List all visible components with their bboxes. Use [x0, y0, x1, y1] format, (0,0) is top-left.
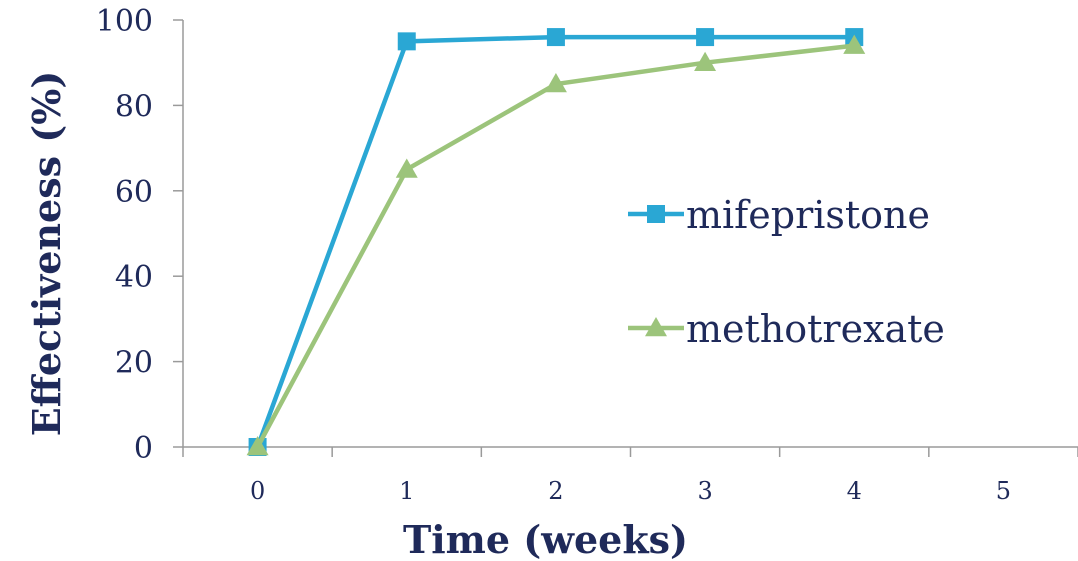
legend-item-methotrexate: methotrexate — [628, 307, 945, 351]
series-mifepristone — [248, 28, 864, 456]
y-tick-label: 80 — [115, 89, 153, 124]
methotrexate-marker — [544, 73, 567, 93]
mifepristone-marker — [546, 28, 565, 47]
axes: 0 20 40 60 80 100 0 1 2 3 4 5 — [96, 4, 1078, 505]
methotrexate-line — [255, 43, 855, 449]
x-axis-title: Time (weeks) — [403, 517, 688, 561]
series-methotrexate — [246, 34, 866, 456]
legend-label: mifepristone — [686, 193, 930, 237]
y-ticks: 0 20 40 60 80 100 — [96, 4, 183, 466]
x-tick-label: 3 — [697, 477, 712, 505]
y-axis-title: Effectiveness (%) — [24, 71, 69, 437]
legend-item-mifepristone: mifepristone — [628, 193, 930, 237]
legend-mifepristone-marker — [647, 205, 665, 223]
methotrexate-marker — [246, 436, 269, 456]
y-tick-label: 0 — [134, 431, 153, 466]
mifepristone-line — [255, 34, 855, 448]
y-tick-label: 40 — [115, 260, 153, 295]
x-ticks: 0 1 2 3 4 5 — [182, 447, 1078, 505]
x-tick-label: 0 — [250, 477, 265, 505]
x-tick-label: 5 — [996, 477, 1011, 505]
methotrexate-marker — [694, 51, 717, 71]
series-layer — [246, 28, 866, 456]
methotrexate-marker — [395, 158, 418, 178]
methotrexate-marker — [843, 34, 866, 54]
y-tick-label: 100 — [96, 4, 153, 39]
mifepristone-marker — [696, 28, 715, 47]
y-tick-label: 60 — [115, 175, 153, 210]
legend: mifepristone methotrexate — [628, 193, 945, 351]
legend-methotrexate-marker — [645, 317, 667, 337]
legend-label: methotrexate — [686, 307, 945, 351]
mifepristone-marker — [397, 32, 416, 51]
x-tick-label: 4 — [847, 477, 862, 505]
x-tick-label: 2 — [548, 477, 563, 505]
x-tick-label: 1 — [399, 477, 414, 505]
y-tick-label: 20 — [115, 346, 153, 381]
